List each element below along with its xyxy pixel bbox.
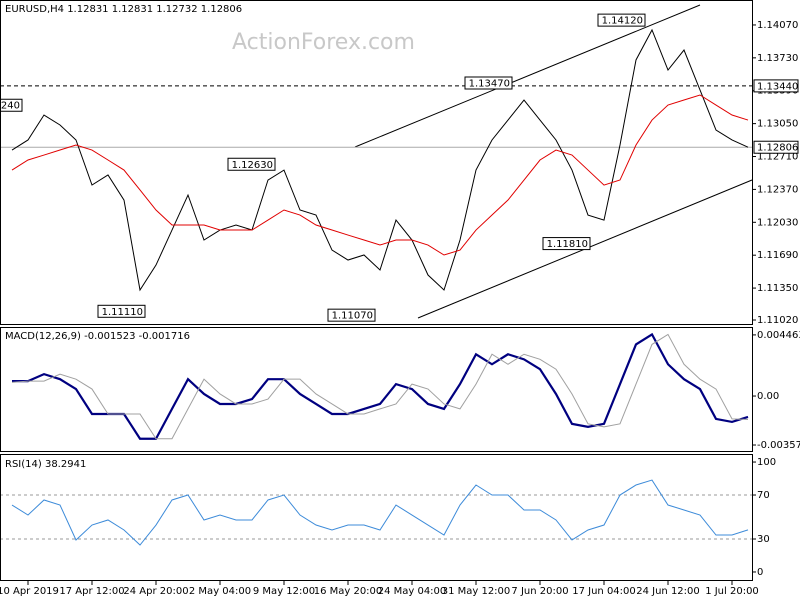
panel <box>11 332 749 440</box>
x-tick-label: 10 Apr 2019 <box>0 586 59 597</box>
x-tick-label: 17 Apr 12:00 <box>59 586 124 597</box>
price-label: 1.12806 <box>757 143 798 154</box>
x-tick-label: 24 Apr 20:00 <box>123 586 188 597</box>
y-tick-label: 1.13730 <box>757 53 798 64</box>
y-tick-label: 1.12710 <box>757 152 798 163</box>
annotation-label: 1.13240 <box>0 101 20 112</box>
y-tick-label: 0 <box>757 567 763 578</box>
y-tick-label: 1.12030 <box>757 217 798 228</box>
x-tick-label: 7 Jun 20:00 <box>511 586 568 597</box>
y-tick-label: 1.11020 <box>757 315 798 326</box>
annotation-label: 1.14120 <box>602 16 643 27</box>
y-tick-label: 1.11350 <box>757 283 798 294</box>
x-tick-label: 2 May 04:00 <box>189 586 251 597</box>
y-tick-label: 1.13050 <box>757 119 798 130</box>
x-tick-label: 17 Jun 04:00 <box>572 586 636 597</box>
annotation-box <box>542 237 591 251</box>
y-tick-label: 30 <box>757 534 770 545</box>
panel-border <box>0 454 753 581</box>
y-tick-label: 0.00 <box>757 391 779 402</box>
annotation-box <box>97 304 146 318</box>
series-line <box>11 479 749 546</box>
annotation-box <box>327 308 376 322</box>
annotation-label: 1.13470 <box>469 78 510 89</box>
annotation-box <box>464 76 513 90</box>
channel-upper <box>354 4 701 148</box>
series-line <box>11 333 749 440</box>
series-line <box>11 94 749 256</box>
panel-title: EURUSD,H4 1.12831 1.12831 1.12732 1.1280… <box>5 4 242 15</box>
y-tick-label: 1.11690 <box>757 250 798 261</box>
y-tick-label: 0.004463 <box>757 330 800 341</box>
annotation-label: 1.11810 <box>547 239 588 250</box>
x-tick-label: 1 Jul 20:00 <box>705 586 759 597</box>
panel-border <box>0 327 753 452</box>
price-label-box <box>753 79 799 93</box>
annotation-box <box>597 13 646 27</box>
annotation-box <box>1 98 23 112</box>
y-tick-label: 1.12370 <box>757 184 798 195</box>
panel <box>1 479 752 546</box>
series-line <box>12 332 749 440</box>
annotation-label: 1.11070 <box>332 311 373 322</box>
panel-title: MACD(12,26,9) -0.001523 -0.001716 <box>5 331 190 342</box>
series-line <box>11 28 749 292</box>
annotation-label: 1.12630 <box>232 160 273 171</box>
x-tick-label: 16 May 20:00 <box>314 586 383 597</box>
panel-title: RSI(14) 38.2941 <box>5 459 86 470</box>
y-tick-label: 1.14070 <box>757 20 798 31</box>
panel: 1.13240 1.11110 1.12630 1.11070 1.13470 1.118… <box>0 13 752 322</box>
price-label-box <box>753 140 799 154</box>
watermark: ActionForex.com <box>232 30 415 55</box>
x-tick-label: 31 May 12:00 <box>442 586 511 597</box>
y-tick-label: 70 <box>757 490 770 501</box>
annotation-label: 1.11110 <box>102 307 143 318</box>
y-tick-label: 100 <box>757 457 776 468</box>
annotation-box <box>227 157 276 171</box>
y-tick-label: -0.003576 <box>757 440 800 451</box>
x-tick-label: 9 May 12:00 <box>253 586 315 597</box>
price-label: 1.13440 <box>757 81 798 92</box>
x-tick-label: 24 May 04:00 <box>378 586 447 597</box>
x-tick-label: 24 Jun 12:00 <box>636 586 700 597</box>
panel-border <box>0 0 753 325</box>
